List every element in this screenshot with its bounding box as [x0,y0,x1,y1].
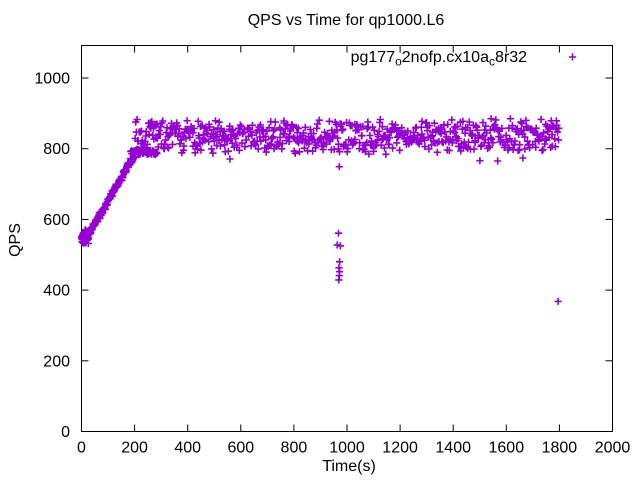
y-tick-label: 800 [43,141,70,158]
x-tick-label: 1200 [382,440,418,457]
legend-series-label: pg177o2nofp.cx10ac8r32 [351,49,528,69]
x-tick-label: 600 [227,440,254,457]
chart-title: QPS vs Time for qp1000.L6 [248,12,445,29]
x-tick-label: 400 [174,440,201,457]
legend-plus-marker-icon [568,53,577,61]
axis-tick-labels: 0 200 400 600 800 1000 1200 1400 1600 1800 2000 0 20… [34,71,630,457]
x-tick-label: 0 [77,440,86,457]
x-tick-label: 1400 [435,440,471,457]
x-tick-label: 800 [281,440,308,457]
y-tick-label: 200 [43,353,70,370]
x-axis-label: Time(s) [322,458,376,475]
scatter-data-points [77,115,563,305]
x-tick-label: 1000 [329,440,365,457]
y-tick-label: 600 [43,212,70,229]
x-tick-label: 1600 [489,440,525,457]
y-tick-label: 0 [61,424,70,441]
plot-border [81,45,613,432]
axis-ticks [81,45,613,432]
y-tick-label: 400 [43,283,70,300]
x-tick-label: 1800 [542,440,578,457]
x-tick-label: 200 [121,440,148,457]
x-tick-label: 2000 [595,440,631,457]
legend: pg177o2nofp.cx10ac8r32 [351,49,577,69]
y-tick-label: 1000 [34,71,70,88]
y-axis-label: QPS [7,223,24,257]
